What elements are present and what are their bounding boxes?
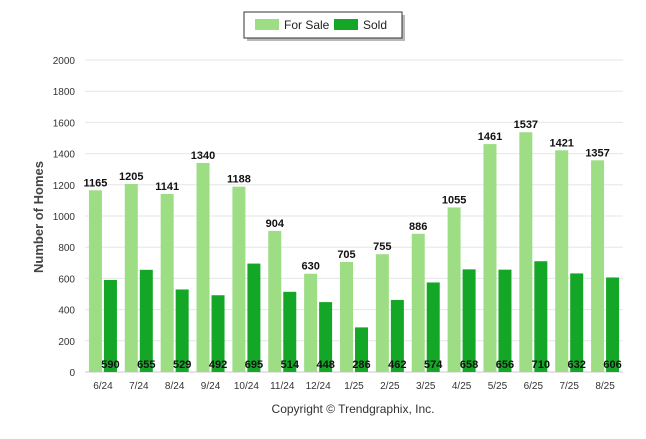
x-tick-label: 7/25 bbox=[559, 381, 579, 392]
data-label-for-sale: 630 bbox=[301, 261, 319, 273]
x-tick-label: 1/25 bbox=[344, 381, 364, 392]
y-tick-label: 1200 bbox=[53, 181, 76, 192]
x-axis-ticks: 6/24 7/24 8/24 9/24 10/24 11/24 12/24 1/25 2/25 3… bbox=[93, 381, 615, 392]
bar-for-sale bbox=[447, 207, 461, 372]
data-label-for-sale: 1357 bbox=[585, 147, 609, 159]
bar-sold bbox=[606, 277, 620, 372]
bar-sold bbox=[175, 289, 189, 372]
data-label-for-sale: 705 bbox=[337, 249, 355, 261]
data-label-for-sale: 886 bbox=[409, 221, 427, 233]
legend-swatch-sold bbox=[334, 19, 358, 30]
data-label-sold: 655 bbox=[137, 359, 155, 371]
data-label-sold: 492 bbox=[209, 359, 227, 371]
data-label-for-sale: 1165 bbox=[83, 177, 107, 189]
bar-sold bbox=[355, 327, 368, 372]
x-tick-label: 7/24 bbox=[129, 381, 149, 392]
data-label-sold: 286 bbox=[352, 359, 370, 371]
data-label-sold: 529 bbox=[173, 359, 191, 371]
y-tick-label: 0 bbox=[69, 368, 75, 379]
bar-for-sale bbox=[375, 254, 389, 372]
bar-for-sale bbox=[196, 162, 210, 372]
x-tick-label: 6/25 bbox=[524, 381, 544, 392]
data-label-for-sale: 1340 bbox=[191, 150, 215, 162]
y-tick-label: 1000 bbox=[53, 212, 76, 223]
bar-for-sale bbox=[268, 230, 282, 372]
legend-label-for-sale: For Sale bbox=[284, 18, 330, 32]
bar-for-sale bbox=[88, 190, 102, 372]
x-tick-label: 3/25 bbox=[416, 381, 436, 392]
y-tick-label: 200 bbox=[58, 337, 75, 348]
data-label-for-sale: 904 bbox=[266, 218, 285, 230]
y-axis-title: Number of Homes bbox=[31, 161, 46, 273]
bar-sold bbox=[570, 273, 584, 372]
copyright-text: Copyright © Trendgraphix, Inc. bbox=[272, 402, 435, 416]
x-tick-label: 10/24 bbox=[234, 381, 259, 392]
data-label-sold: 574 bbox=[424, 359, 443, 371]
data-label-sold: 695 bbox=[245, 359, 263, 371]
bar-for-sale bbox=[519, 132, 533, 372]
bar-for-sale bbox=[232, 186, 246, 372]
data-label-sold: 710 bbox=[532, 359, 550, 371]
data-label-for-sale: 1141 bbox=[155, 181, 179, 193]
bar-sold bbox=[462, 269, 476, 372]
bar-for-sale bbox=[555, 150, 569, 372]
bar-for-sale bbox=[483, 144, 497, 372]
data-label-sold: 590 bbox=[101, 359, 119, 371]
data-label-for-sale: 1055 bbox=[442, 194, 466, 206]
data-label-sold: 658 bbox=[460, 359, 478, 371]
data-label-for-sale: 1421 bbox=[549, 137, 573, 149]
bar-sold bbox=[283, 291, 297, 372]
y-tick-label: 600 bbox=[58, 274, 75, 285]
y-tick-label: 800 bbox=[58, 243, 75, 254]
y-tick-label: 1400 bbox=[53, 150, 76, 161]
data-label-for-sale: 1461 bbox=[478, 131, 502, 143]
x-tick-label: 6/24 bbox=[93, 381, 113, 392]
bar-sold bbox=[211, 295, 225, 372]
bar-sold bbox=[103, 279, 117, 372]
bar-sold bbox=[390, 299, 404, 372]
data-label-for-sale: 1188 bbox=[227, 174, 251, 186]
bar-sold bbox=[319, 302, 333, 372]
bar-for-sale bbox=[304, 273, 318, 372]
legend: For Sale Sold bbox=[243, 11, 405, 41]
x-tick-label: 2/25 bbox=[380, 381, 400, 392]
y-tick-label: 1800 bbox=[53, 87, 76, 98]
bar-for-sale bbox=[124, 184, 138, 372]
data-label-sold: 656 bbox=[496, 359, 514, 371]
x-tick-label: 12/24 bbox=[306, 381, 331, 392]
x-tick-label: 4/25 bbox=[452, 381, 472, 392]
bar-for-sale bbox=[160, 194, 174, 372]
bar-for-sale bbox=[411, 233, 425, 372]
y-tick-label: 400 bbox=[58, 306, 75, 317]
bar-sold bbox=[534, 261, 548, 372]
x-tick-label: 8/24 bbox=[165, 381, 185, 392]
bar-sold bbox=[426, 282, 440, 372]
data-label-sold: 514 bbox=[281, 359, 300, 371]
bar-for-sale bbox=[591, 160, 605, 372]
y-axis-ticks: 0 200 400 600 800 1000 1200 1400 1600 1800 2000 bbox=[53, 56, 76, 379]
x-tick-label: 11/24 bbox=[270, 381, 295, 392]
bars: 1165 590 1205 655 1141 529 1340 492 1188 695 904 51… bbox=[83, 119, 622, 372]
bar-sold bbox=[247, 263, 261, 372]
gridlines bbox=[85, 59, 623, 373]
x-tick-label: 5/25 bbox=[488, 381, 508, 392]
data-label-sold: 606 bbox=[603, 359, 621, 371]
y-tick-label: 2000 bbox=[53, 56, 76, 67]
data-label-sold: 632 bbox=[568, 359, 586, 371]
data-label-sold: 448 bbox=[316, 359, 334, 371]
x-tick-label: 9/24 bbox=[201, 381, 221, 392]
data-label-for-sale: 1205 bbox=[119, 171, 143, 183]
legend-swatch-for-sale bbox=[255, 19, 279, 30]
data-label-sold: 462 bbox=[388, 359, 406, 371]
x-tick-label: 8/25 bbox=[595, 381, 615, 392]
y-tick-label: 1600 bbox=[53, 118, 76, 129]
bar-sold bbox=[498, 269, 512, 372]
legend-label-sold: Sold bbox=[363, 18, 387, 32]
bar-sold bbox=[139, 269, 153, 372]
data-label-for-sale: 1537 bbox=[514, 119, 538, 131]
data-label-for-sale: 755 bbox=[373, 241, 391, 253]
bar-for-sale bbox=[340, 262, 353, 372]
